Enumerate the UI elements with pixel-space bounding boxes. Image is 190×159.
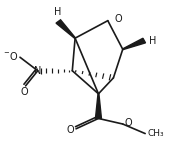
Text: O: O [66,125,74,135]
Text: $^{-}$O: $^{-}$O [3,50,18,62]
Text: O: O [21,87,28,97]
Text: H: H [54,7,61,17]
Polygon shape [123,38,146,50]
Text: O: O [115,14,123,24]
Polygon shape [95,94,101,118]
Text: H: H [149,36,156,46]
Polygon shape [56,20,75,38]
Text: N: N [34,66,41,76]
Text: CH₃: CH₃ [148,129,165,138]
Text: O: O [125,118,132,128]
